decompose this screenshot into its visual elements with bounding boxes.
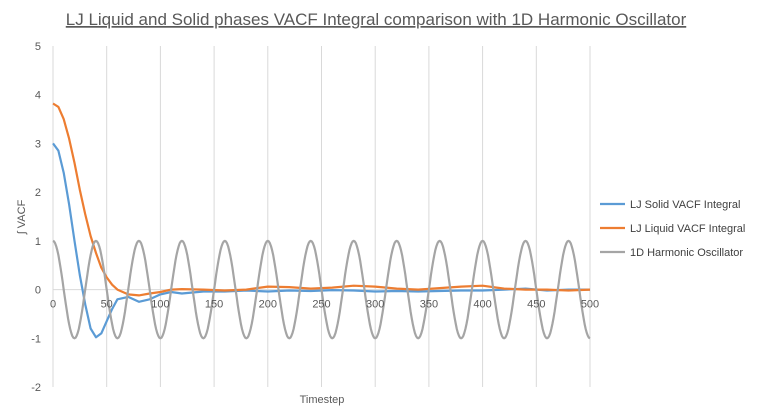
y-axis-ticks: -2 -1 0 1 2 3 4 5 <box>31 41 41 394</box>
x-tick-label: 200 <box>259 299 277 311</box>
y-axis-label: ∫ VACF <box>16 199 28 235</box>
x-tick-label: 100 <box>151 299 169 311</box>
chart-title: LJ Liquid and Solid phases VACF Integral… <box>66 10 687 29</box>
y-tick-label: 5 <box>35 41 41 53</box>
x-tick-label: 50 <box>101 299 113 311</box>
x-tick-label: 250 <box>312 299 330 311</box>
x-tick-label: 300 <box>366 299 384 311</box>
x-axis-label: Timestep <box>300 394 345 406</box>
x-axis-ticks: 0 50 100 150 200 250 300 350 400 450 500 <box>50 299 599 311</box>
y-tick-label: 4 <box>35 90 41 102</box>
x-tick-label: 150 <box>205 299 223 311</box>
y-tick-label: -1 <box>31 333 41 345</box>
y-tick-label: 2 <box>35 187 41 199</box>
y-tick-label: 0 <box>35 285 41 297</box>
gridlines <box>52 46 591 387</box>
legend: LJ Solid VACF Integral LJ Liquid VACF Int… <box>600 199 745 259</box>
x-tick-label: 0 <box>50 299 56 311</box>
x-tick-label: 350 <box>420 299 438 311</box>
series-lines <box>52 102 591 340</box>
legend-label: LJ Liquid VACF Integral <box>630 223 745 235</box>
y-tick-label: 1 <box>35 236 41 248</box>
legend-label: LJ Solid VACF Integral <box>630 199 740 211</box>
x-tick-label: 400 <box>473 299 491 311</box>
y-tick-label: -2 <box>31 382 41 394</box>
x-tick-label: 450 <box>527 299 545 311</box>
y-tick-label: 3 <box>35 138 41 150</box>
legend-label: 1D Harmonic Oscillator <box>630 247 743 259</box>
x-tick-label: 500 <box>581 299 599 311</box>
series-line-3 <box>52 239 591 340</box>
